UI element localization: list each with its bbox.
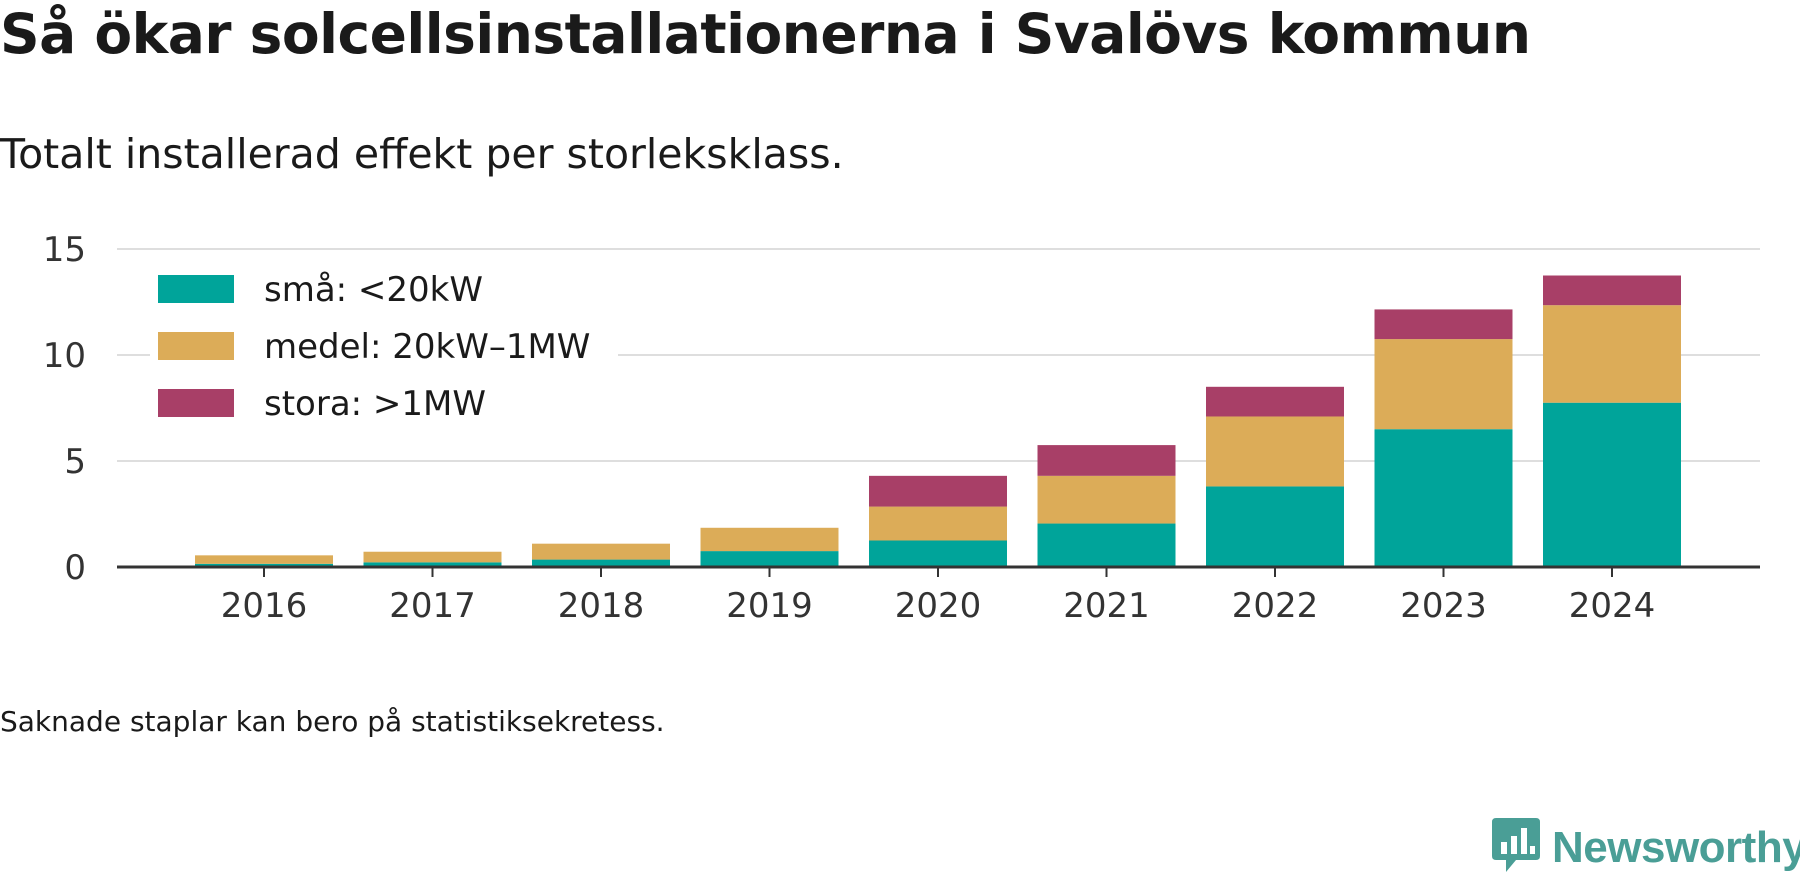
bar-segment-2023-1: [1374, 339, 1513, 430]
bar-segment-2016-0: [195, 563, 333, 567]
x-tick-label: 2024: [1569, 586, 1656, 626]
bar-segment-2024-0: [1543, 402, 1681, 567]
legend-swatch: [158, 332, 234, 360]
legend-swatch: [158, 275, 234, 303]
bar-segment-2021-0: [1037, 523, 1176, 567]
legend-swatch: [158, 389, 234, 417]
legend-label: små: <20kW: [264, 270, 483, 310]
x-tick-label: 2021: [1063, 586, 1150, 626]
bar-segment-2021-2: [1037, 445, 1176, 476]
y-tick-label: 10: [43, 336, 86, 376]
x-tick-label: 2022: [1232, 586, 1319, 626]
bar-segment-2024-2: [1543, 275, 1681, 306]
bar-segment-2020-1: [869, 506, 1007, 541]
bar-segment-2023-2: [1374, 309, 1513, 340]
newsworthy-logo-icon: [1490, 816, 1542, 880]
bar-segment-2019-1: [700, 527, 839, 552]
bar-segment-2018-0: [532, 559, 670, 567]
y-tick-label: 5: [64, 442, 86, 482]
y-tick-label: 15: [43, 230, 86, 270]
chart-subtitle: Totalt installerad effekt per storlekskl…: [0, 130, 844, 178]
brand: Newsworthy: [1490, 816, 1800, 880]
x-tick-label: 2023: [1400, 586, 1487, 626]
bar-segment-2018-1: [532, 543, 670, 560]
x-tick-label: 2016: [221, 586, 308, 626]
bar-segment-2022-1: [1206, 416, 1344, 487]
y-tick-label: 0: [64, 548, 86, 588]
bar-segment-2021-1: [1037, 475, 1176, 524]
chart-title: Så ökar solcellsinstallationerna i Svalö…: [0, 2, 1531, 66]
x-tick-label: 2020: [895, 586, 982, 626]
bar-segment-2020-2: [869, 475, 1007, 507]
legend-label: stora: >1MW: [264, 384, 486, 424]
x-tick-label: 2019: [726, 586, 813, 626]
bar-segment-2019-0: [700, 551, 839, 567]
bar-segment-2022-2: [1206, 386, 1344, 417]
bar-segment-2017-0: [363, 562, 502, 567]
bar-segment-2016-1: [195, 555, 333, 564]
bar-segment-2020-0: [869, 540, 1007, 567]
x-axis-ticks: 2016 2017 2018 2019 2020 2021 2022 2023 2024: [221, 567, 1656, 626]
bar-segment-2022-0: [1206, 486, 1344, 567]
bars: [195, 275, 1681, 567]
brand-name: Newsworthy: [1552, 823, 1800, 872]
legend: små: <20kW medel: 20kW–1MW stora: >1MW: [150, 265, 618, 440]
legend-label: medel: 20kW–1MW: [264, 327, 590, 367]
x-tick-label: 2018: [558, 586, 645, 626]
bar-segment-2017-1: [363, 551, 502, 563]
x-tick-label: 2017: [389, 586, 476, 626]
y-axis-ticks: 0 5 10 15: [43, 230, 86, 588]
bar-segment-2024-1: [1543, 305, 1681, 403]
bar-segment-2023-0: [1374, 429, 1513, 567]
footnote: Saknade staplar kan bero på statistiksek…: [0, 705, 665, 738]
